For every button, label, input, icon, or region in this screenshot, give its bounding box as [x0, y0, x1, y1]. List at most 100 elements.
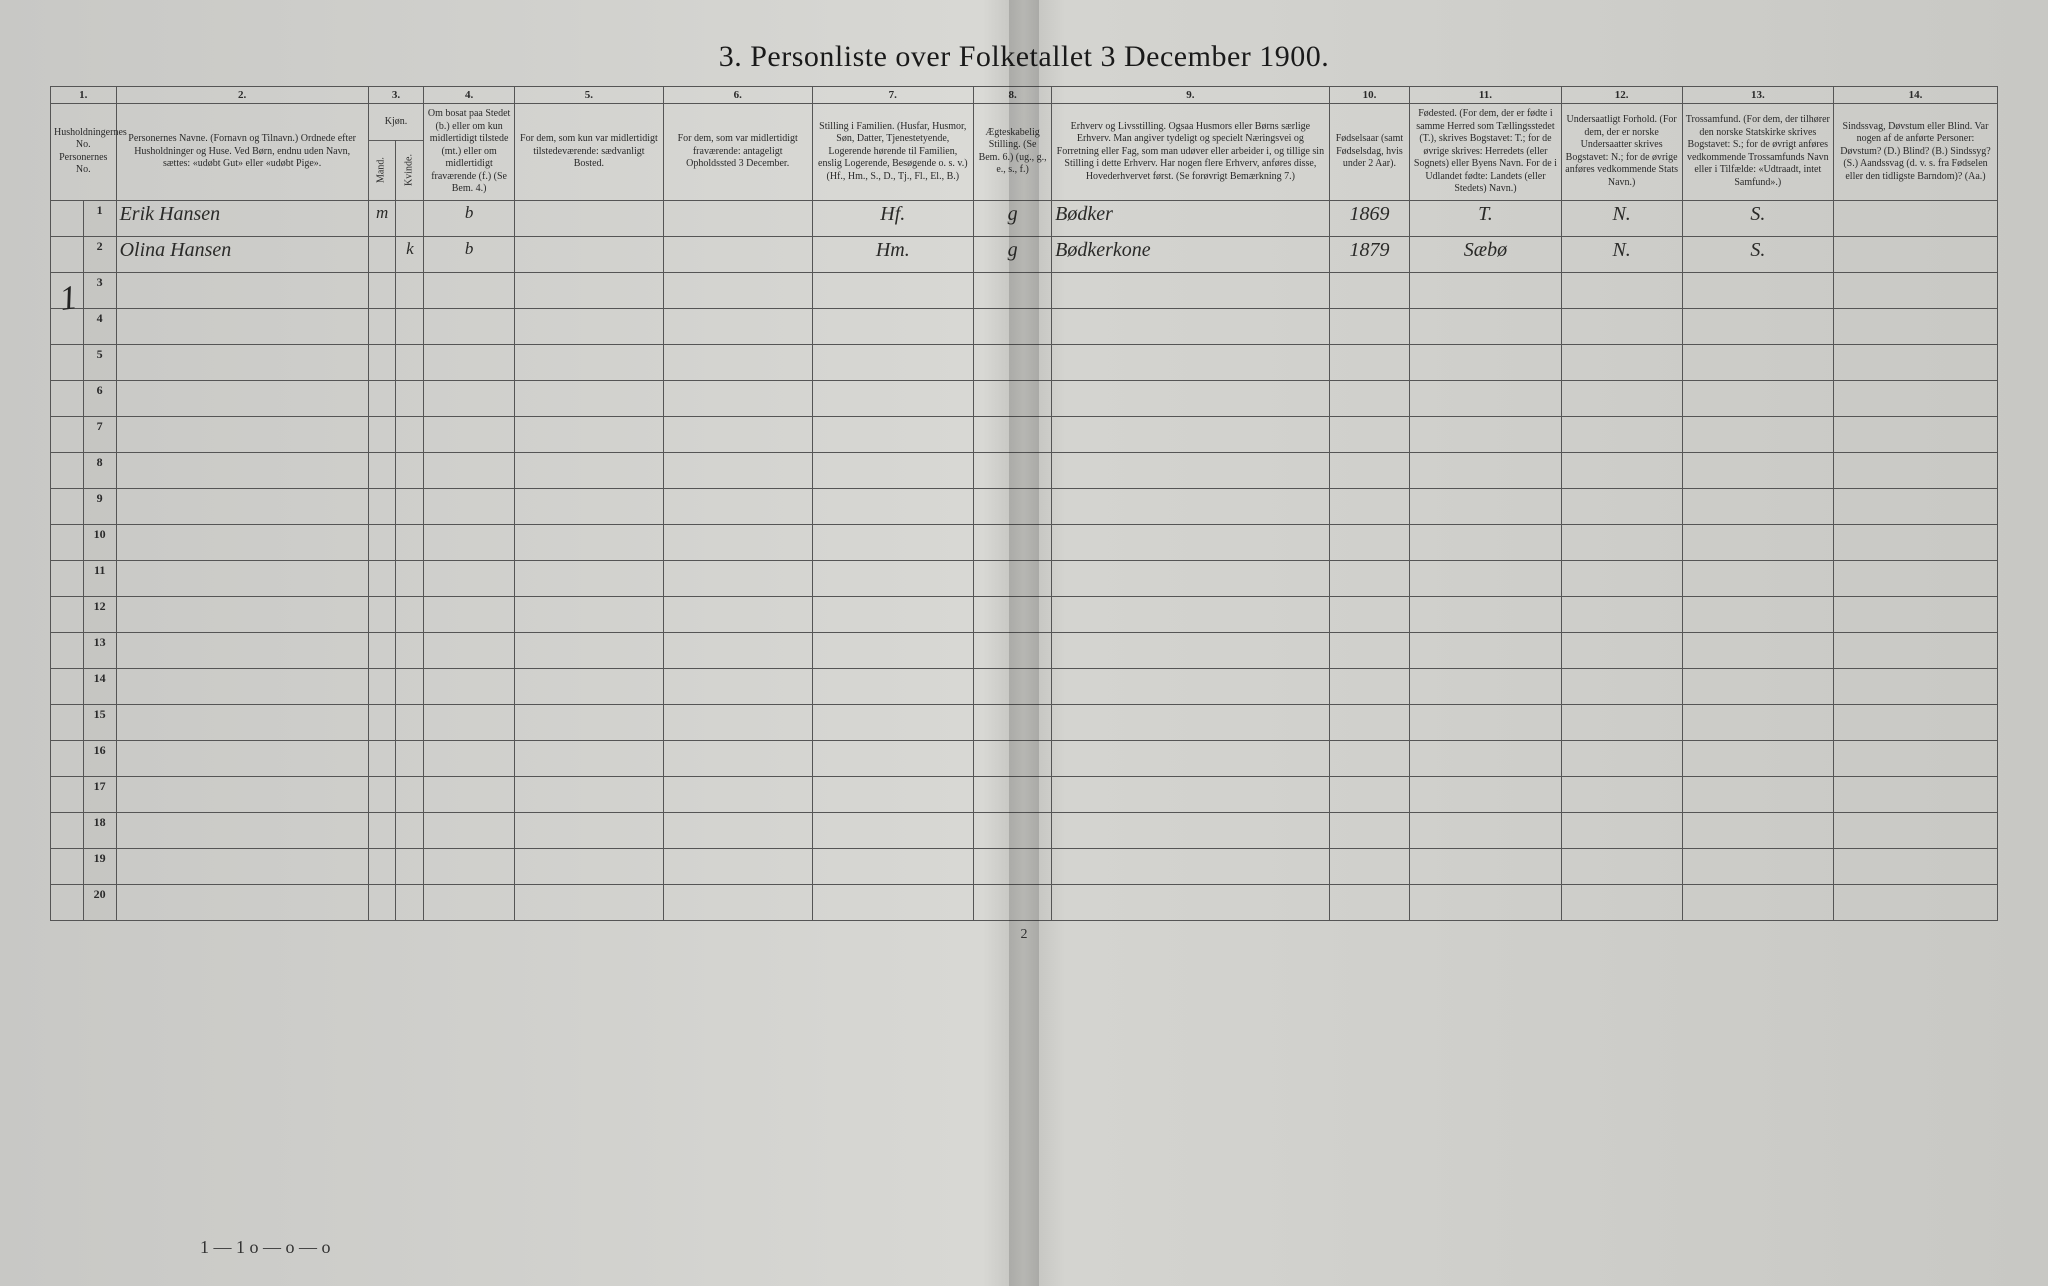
cell	[368, 308, 396, 344]
cell	[1052, 272, 1329, 308]
cell	[116, 704, 368, 740]
cell	[1561, 452, 1682, 488]
cell	[812, 488, 973, 524]
cell	[663, 380, 812, 416]
colnum: 11.	[1410, 87, 1561, 104]
column-number-row: 1. 2. 3. 4. 5. 6. 7. 8. 9. 10. 11. 12. 1…	[51, 87, 1998, 104]
table-row: 20	[51, 884, 1998, 920]
cell	[51, 200, 84, 236]
cell: T.	[1410, 200, 1561, 236]
colnum: 8.	[974, 87, 1052, 104]
cell	[1682, 452, 1833, 488]
cell	[663, 632, 812, 668]
cell	[1682, 524, 1833, 560]
cell	[396, 200, 424, 236]
cell	[1329, 596, 1410, 632]
table-row: 6	[51, 380, 1998, 416]
cell: 13	[83, 632, 116, 668]
cell	[515, 740, 664, 776]
cell	[1561, 416, 1682, 452]
cell	[515, 884, 664, 920]
cell	[1410, 812, 1561, 848]
cell	[812, 740, 973, 776]
cell	[663, 344, 812, 380]
cell	[812, 344, 973, 380]
cell	[1561, 524, 1682, 560]
cell	[368, 452, 396, 488]
cell: 19	[83, 848, 116, 884]
cell	[1833, 344, 1997, 380]
cell	[1561, 776, 1682, 812]
cell	[1329, 776, 1410, 812]
cell	[368, 416, 396, 452]
cell	[812, 380, 973, 416]
table-row: 8	[51, 452, 1998, 488]
cell	[1410, 704, 1561, 740]
col-header-5: For dem, som kun var midlertidigt tilste…	[515, 104, 664, 201]
cell: 9	[83, 488, 116, 524]
cell	[1682, 668, 1833, 704]
tallies: 1 — 1 o — o — o	[200, 1237, 331, 1258]
cell	[1329, 488, 1410, 524]
cell	[812, 776, 973, 812]
cell	[116, 740, 368, 776]
cell	[1052, 560, 1329, 596]
cell	[51, 236, 84, 272]
cell	[1410, 452, 1561, 488]
cell	[974, 308, 1052, 344]
cell	[1410, 884, 1561, 920]
cell	[1329, 704, 1410, 740]
table-row: 1Erik HansenmbHf.gBødker1869T.N.S.	[51, 200, 1998, 236]
cell: Erik Hansen	[116, 200, 368, 236]
cell	[368, 632, 396, 668]
cell	[116, 632, 368, 668]
cell	[1329, 416, 1410, 452]
cell	[1410, 560, 1561, 596]
cell	[663, 812, 812, 848]
cell	[1833, 632, 1997, 668]
cell: 8	[83, 452, 116, 488]
cell	[424, 488, 515, 524]
cell	[1329, 560, 1410, 596]
cell	[1052, 344, 1329, 380]
cell	[116, 452, 368, 488]
cell	[812, 596, 973, 632]
cell	[396, 452, 424, 488]
cell	[663, 200, 812, 236]
cell	[1052, 740, 1329, 776]
cell	[116, 488, 368, 524]
cell	[1682, 812, 1833, 848]
table-row: 5	[51, 344, 1998, 380]
cell	[974, 524, 1052, 560]
cell	[515, 344, 664, 380]
cell	[515, 632, 664, 668]
cell	[515, 812, 664, 848]
colnum: 13.	[1682, 87, 1833, 104]
cell	[1561, 740, 1682, 776]
cell	[812, 632, 973, 668]
cell	[116, 848, 368, 884]
cell	[51, 812, 84, 848]
cell	[663, 596, 812, 632]
cell	[396, 704, 424, 740]
cell	[396, 776, 424, 812]
cell	[51, 704, 84, 740]
cell	[1329, 848, 1410, 884]
cell	[1052, 524, 1329, 560]
cell: Hf.	[812, 200, 973, 236]
cell	[1410, 488, 1561, 524]
cell	[116, 560, 368, 596]
cell	[1329, 668, 1410, 704]
cell	[663, 668, 812, 704]
cell	[974, 380, 1052, 416]
cell	[1052, 452, 1329, 488]
cell	[1682, 884, 1833, 920]
cell	[368, 848, 396, 884]
table-row: 2Olina HansenkbHm.gBødkerkone1879SæbøN.S…	[51, 236, 1998, 272]
cell	[116, 272, 368, 308]
cell: Olina Hansen	[116, 236, 368, 272]
cell	[1833, 236, 1997, 272]
cell	[424, 884, 515, 920]
cell	[1833, 596, 1997, 632]
cell	[368, 524, 396, 560]
